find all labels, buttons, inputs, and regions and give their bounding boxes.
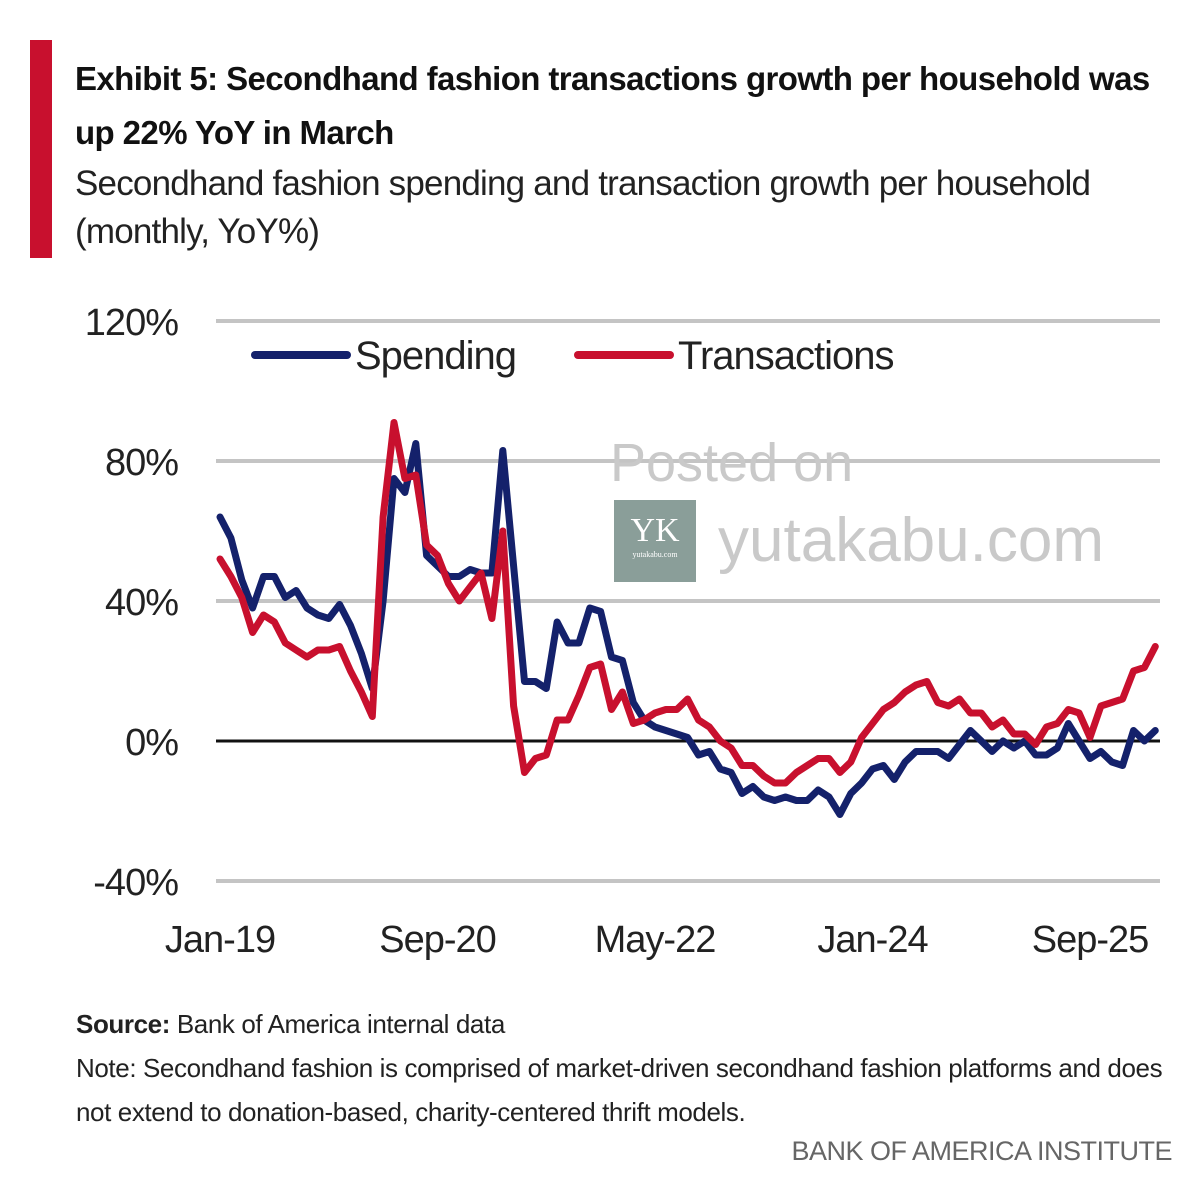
y-tick-label: -40% (93, 862, 178, 904)
watermark-logo: YK yutakabu.com (614, 500, 696, 582)
footnote: Source: Bank of America internal data No… (76, 1002, 1186, 1134)
note-text: Note: Secondhand fashion is comprised of… (76, 1053, 1163, 1127)
brand-label: BANK OF AMERICA INSTITUTE (791, 1136, 1172, 1166)
y-tick-label: 40% (105, 582, 178, 624)
watermark-text: Posted on (610, 433, 854, 493)
y-tick-label: 120% (85, 302, 178, 344)
watermark-logo-mark: YK (630, 512, 680, 549)
y-tick-label: 80% (105, 442, 178, 484)
x-tick-label: Jan-24 (817, 919, 928, 961)
x-tick-label: May-22 (595, 919, 716, 961)
watermark-logo-caption: yutakabu.com (632, 550, 678, 559)
watermark-site: yutakabu.com (718, 506, 1104, 575)
accent-bar (30, 40, 52, 258)
chart-subtitle: Secondhand fashion spending and transact… (75, 164, 1091, 251)
source-line: Source: Bank of America internal data (76, 1002, 1186, 1046)
legend-label-spending: Spending (355, 334, 516, 378)
chart-title: Exhibit 5: Secondhand fashion transactio… (75, 60, 1150, 151)
line-chart: -40% 0% 40% 80% 120% Jan-19 Sep-20 May-22 Jan-24… (85, 302, 1160, 961)
legend-label-transactions: Transactions (678, 334, 894, 378)
source-label: Source: (76, 1009, 171, 1039)
series-line-transactions (216, 419, 1159, 787)
x-tick-label: Sep-25 (1032, 919, 1149, 961)
x-tick-label: Jan-19 (165, 919, 275, 961)
y-tick-label: 0% (125, 722, 178, 764)
x-tick-label: Sep-20 (379, 919, 496, 961)
source-text: Bank of America internal data (170, 1009, 505, 1039)
